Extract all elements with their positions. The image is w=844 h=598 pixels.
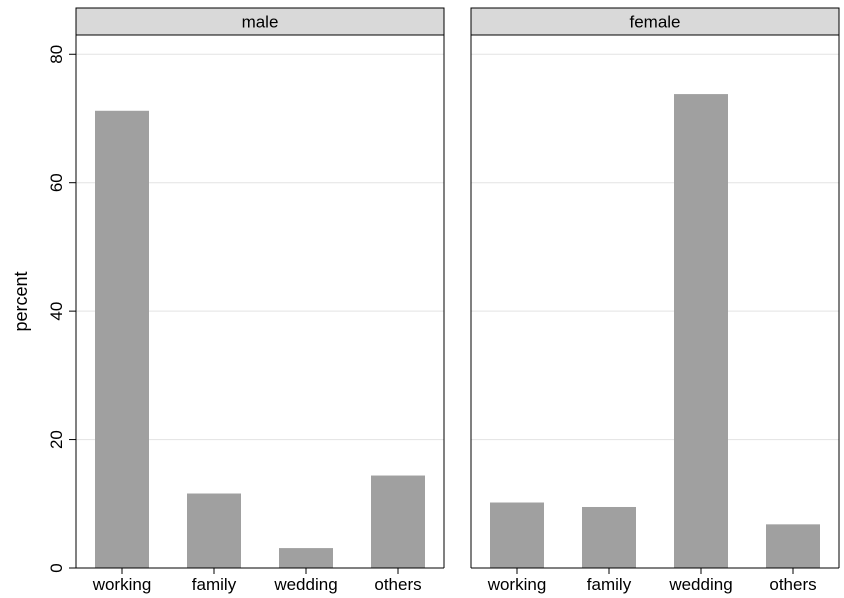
y-axis-title: percent [11, 271, 31, 331]
x-tick-label: family [587, 575, 632, 594]
panel-strip [75, 7, 445, 36]
x-tick-label: family [192, 575, 237, 594]
panel-strip-label: male [242, 13, 279, 32]
x-tick-label: others [769, 575, 816, 594]
panel-strip-label: female [629, 13, 680, 32]
bar-male-others [371, 475, 425, 568]
y-tick-label: 40 [47, 302, 66, 321]
bar-female-wedding [674, 94, 728, 568]
y-tick-label: 20 [47, 430, 66, 449]
bar-female-working [490, 502, 544, 568]
bar-male-wedding [279, 548, 333, 568]
y-axis: 0 20 40 60 80 [47, 45, 76, 573]
panel-male: working family wedding others male [75, 7, 445, 594]
panel-female: working family wedding others female [470, 7, 840, 594]
bar-female-family [582, 506, 636, 568]
x-tick-label: wedding [668, 575, 732, 594]
x-tick-label: others [374, 575, 421, 594]
bar-male-family [187, 493, 241, 568]
y-tick-label: 60 [47, 173, 66, 192]
x-tick-label: wedding [273, 575, 337, 594]
y-tick-label: 80 [47, 45, 66, 64]
bar-female-others [766, 524, 820, 568]
x-tick-label: working [487, 575, 547, 594]
x-tick-label: working [92, 575, 152, 594]
y-tick-label: 0 [47, 563, 66, 572]
panel-strip [470, 7, 840, 36]
bar-male-working [95, 110, 149, 568]
